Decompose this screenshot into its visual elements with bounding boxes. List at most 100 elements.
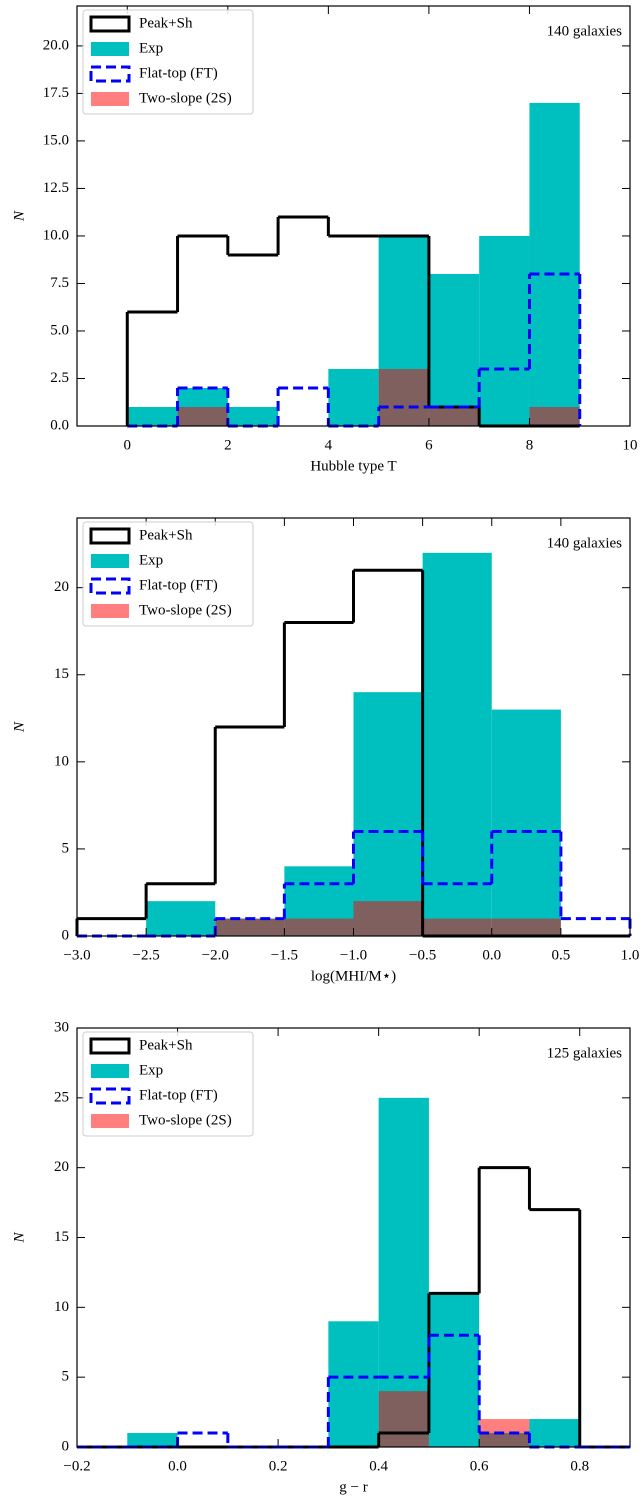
x-tick-label: −1.0 bbox=[340, 947, 367, 963]
x-tick-label: 8 bbox=[526, 437, 534, 453]
y-tick-label: 12.5 bbox=[43, 180, 69, 196]
panel bbox=[75, 552, 632, 938]
x-tick-label: −1.5 bbox=[271, 947, 298, 963]
legend-label: Two-slope (2S) bbox=[139, 602, 232, 618]
y-tick-label: 0 bbox=[62, 1438, 70, 1454]
y-axis-label: N bbox=[11, 210, 27, 222]
y-tick-label: 15.0 bbox=[43, 132, 69, 148]
legend-label: Flat-top (FT) bbox=[139, 1087, 218, 1103]
x-axis-label: Hubble type T bbox=[310, 458, 396, 474]
legend-label: Exp bbox=[139, 552, 163, 568]
x-tick-label: −2.5 bbox=[133, 947, 160, 963]
y-tick-label: 15 bbox=[54, 666, 69, 682]
y-tick-label: 2.5 bbox=[50, 370, 69, 386]
panel bbox=[125, 102, 582, 428]
bar bbox=[378, 1097, 429, 1447]
bar bbox=[422, 552, 492, 936]
legend-swatch bbox=[89, 1087, 131, 1105]
bar bbox=[529, 102, 580, 426]
bar bbox=[127, 1433, 178, 1447]
x-tick-label: 1.0 bbox=[621, 947, 640, 963]
x-tick-label: 0.6 bbox=[470, 1458, 489, 1474]
y-tick-label: 25 bbox=[54, 1089, 69, 1105]
bar bbox=[146, 901, 216, 936]
y-tick-label: 5.0 bbox=[50, 322, 69, 338]
x-tick-label: −2.0 bbox=[202, 947, 229, 963]
bar bbox=[529, 1419, 580, 1447]
legend-label: Peak+Sh bbox=[139, 15, 193, 31]
x-tick-label: 0.2 bbox=[269, 1458, 288, 1474]
bar bbox=[491, 918, 561, 936]
legend-swatch bbox=[89, 15, 131, 33]
y-tick-label: 7.5 bbox=[50, 275, 69, 291]
y-tick-label: 30 bbox=[54, 1019, 69, 1035]
bar bbox=[215, 918, 285, 936]
legend-label: Flat-top (FT) bbox=[139, 65, 218, 81]
legend-box bbox=[82, 9, 254, 115]
panel bbox=[77, 1097, 630, 1449]
legend-box bbox=[82, 1031, 254, 1137]
bar bbox=[328, 1321, 379, 1447]
x-tick-label: −3.0 bbox=[63, 947, 90, 963]
x-tick-label: −0.5 bbox=[409, 947, 436, 963]
annotation: 125 galaxies bbox=[547, 1045, 623, 1061]
x-tick-label: 0.0 bbox=[168, 1458, 187, 1474]
bar bbox=[378, 368, 429, 426]
x-axis-label: log(MHI/M⋆) bbox=[311, 968, 396, 984]
bar bbox=[127, 406, 178, 426]
bar bbox=[428, 273, 480, 426]
x-axis-label: g − r bbox=[339, 1479, 367, 1495]
annotation: 140 galaxies bbox=[547, 23, 623, 39]
annotation: 140 galaxies bbox=[547, 535, 623, 551]
legend-label: Exp bbox=[139, 1062, 163, 1078]
legend-swatch bbox=[91, 604, 129, 618]
bar bbox=[428, 406, 480, 426]
legend-swatch bbox=[91, 1114, 129, 1128]
legend-swatch bbox=[89, 1037, 131, 1055]
y-tick-label: 15 bbox=[54, 1229, 69, 1245]
x-tick-label: −0.2 bbox=[63, 1458, 90, 1474]
y-tick-label: 0 bbox=[62, 927, 70, 943]
y-tick-label: 20 bbox=[54, 579, 69, 595]
y-tick-label: 5 bbox=[62, 840, 70, 856]
legend-label: Flat-top (FT) bbox=[139, 577, 218, 593]
bar bbox=[353, 692, 423, 936]
x-tick-label: 2 bbox=[224, 437, 232, 453]
y-tick-label: 17.5 bbox=[43, 85, 69, 101]
y-tick-label: 10 bbox=[54, 1299, 69, 1315]
legend-label: Two-slope (2S) bbox=[139, 1112, 232, 1128]
y-tick-label: 20.0 bbox=[43, 37, 69, 53]
bar bbox=[428, 1293, 480, 1447]
bar bbox=[328, 368, 379, 426]
bar bbox=[378, 1391, 429, 1447]
legend-label: Peak+Sh bbox=[139, 1037, 193, 1053]
legend-label: Exp bbox=[139, 40, 163, 56]
legend-swatch bbox=[89, 577, 131, 595]
legend-box bbox=[82, 521, 254, 627]
legend-swatch bbox=[91, 92, 129, 106]
bar bbox=[422, 918, 492, 936]
x-tick-label: 0.4 bbox=[369, 1458, 388, 1474]
x-tick-label: 10 bbox=[623, 437, 638, 453]
legend-swatch bbox=[91, 42, 129, 56]
y-tick-label: 0.0 bbox=[50, 417, 69, 433]
y-tick-label: 10 bbox=[54, 753, 69, 769]
x-tick-label: 0.5 bbox=[552, 947, 571, 963]
legend-label: Two-slope (2S) bbox=[139, 90, 232, 106]
x-tick-label: 6 bbox=[425, 437, 433, 453]
y-tick-label: 5 bbox=[62, 1369, 70, 1385]
legend-swatch bbox=[91, 554, 129, 568]
plot-frame bbox=[76, 5, 631, 427]
x-tick-label: 0.0 bbox=[482, 947, 501, 963]
bar bbox=[284, 918, 354, 936]
y-tick-label: 10.0 bbox=[43, 227, 69, 243]
legend-swatch bbox=[89, 527, 131, 545]
bar bbox=[491, 709, 561, 936]
bar bbox=[529, 406, 580, 426]
legend-label: Peak+Sh bbox=[139, 527, 193, 543]
y-axis-label: N bbox=[11, 721, 27, 733]
bar bbox=[353, 901, 423, 936]
y-tick-label: 20 bbox=[54, 1159, 69, 1175]
